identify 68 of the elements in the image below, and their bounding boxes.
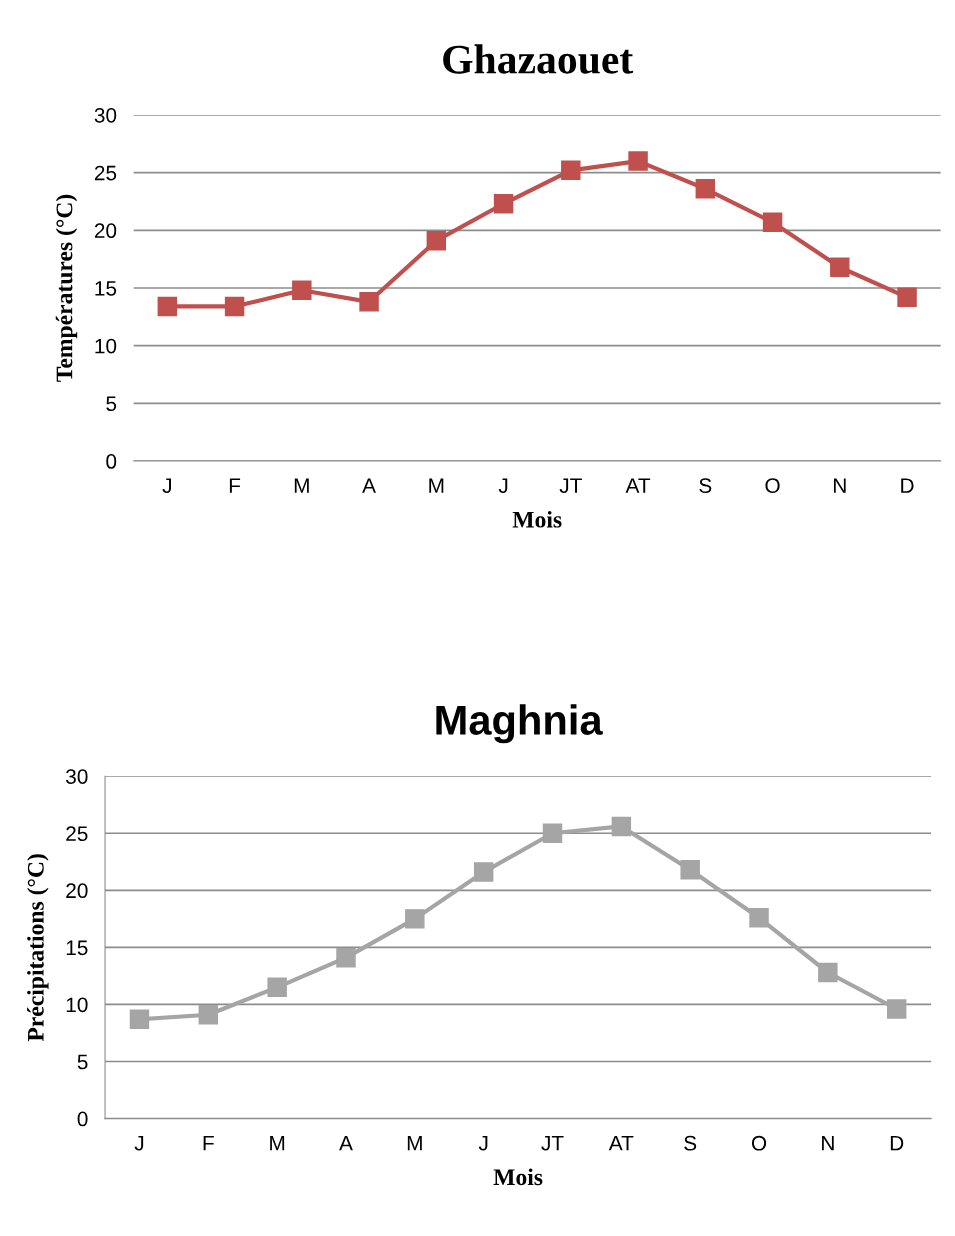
x-tick-label: O (765, 478, 780, 493)
point (224, 296, 245, 317)
point (473, 862, 494, 882)
y-tick-label: 15 (66, 940, 88, 956)
point (897, 287, 917, 307)
y-tick-label: 15 (95, 281, 117, 296)
point (542, 823, 563, 843)
y-tick-label: 25 (66, 826, 88, 842)
x-tick-label: S (684, 1135, 697, 1151)
x-tick-label: J (478, 1136, 488, 1151)
point (129, 1009, 150, 1030)
x-tick-label: M (429, 478, 444, 493)
point (749, 907, 769, 928)
x-tick-label: F (229, 478, 241, 493)
x-tick-label: AT (625, 478, 651, 493)
point (628, 151, 648, 171)
point (830, 257, 850, 277)
x-axis-title: Mois (512, 511, 562, 528)
y-tick-label: 20 (66, 883, 88, 899)
point (886, 999, 907, 1019)
chart-title: Maghnia (436, 704, 603, 744)
y-tick-label: 25 (94, 165, 117, 181)
y-tick-label: 0 (77, 1111, 88, 1127)
point (336, 947, 356, 968)
x-tick-label: A (362, 478, 376, 493)
x-tick-label: O (751, 1135, 767, 1151)
y-tick-label: 10 (95, 338, 117, 354)
x-tick-label: D (901, 478, 914, 493)
y-tick-label: 5 (106, 396, 117, 412)
x-tick-label: S (699, 478, 712, 493)
x-tick-label: M (407, 1136, 422, 1151)
y-tick-label: 5 (77, 1054, 88, 1070)
y-tick-label: 20 (94, 223, 117, 239)
y-tick-label: 10 (66, 997, 88, 1013)
point (267, 977, 287, 998)
point (762, 212, 783, 232)
x-tick-label: JT (541, 1136, 564, 1151)
point (611, 816, 632, 837)
y-tick-label: 30 (66, 769, 88, 784)
x-tick-label: D (890, 1136, 904, 1151)
x-tick-label: J (134, 1136, 144, 1151)
x-tick-label: J (498, 478, 508, 493)
x-tick-label: M (270, 1136, 285, 1151)
point (561, 160, 581, 181)
x-tick-label: N (833, 478, 846, 493)
y-tick-label: 0 (106, 454, 117, 469)
y-axis-title: Températures (°C) (55, 194, 78, 382)
point (292, 280, 312, 301)
x-tick-label: A (339, 1136, 353, 1151)
point (695, 179, 716, 199)
x-tick-label: JT (559, 478, 582, 493)
y-tick-label: 30 (94, 107, 117, 123)
chart-title: Ghazaouet (443, 44, 634, 74)
point (198, 1005, 219, 1025)
point (359, 292, 379, 312)
x-tick-label: AT (608, 1136, 634, 1151)
point (493, 194, 514, 214)
x-tick-label: N (822, 1136, 834, 1151)
x-tick-label: M (294, 478, 309, 493)
x-axis-title: Mois (493, 1168, 543, 1186)
point (680, 860, 700, 880)
point (818, 962, 838, 983)
x-tick-label: J (162, 478, 171, 493)
y-axis-title: Précipitations (°C) (27, 854, 49, 1042)
point (157, 296, 178, 317)
point (426, 230, 447, 251)
point (405, 909, 425, 929)
x-tick-label: F (203, 1136, 214, 1151)
